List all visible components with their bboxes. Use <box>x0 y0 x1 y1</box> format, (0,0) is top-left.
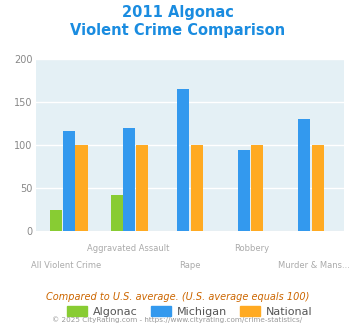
Bar <box>298 118 310 231</box>
Bar <box>123 128 135 231</box>
Text: Rape: Rape <box>179 261 201 270</box>
Text: Aggravated Assault: Aggravated Assault <box>87 244 169 253</box>
Text: Murder & Mans...: Murder & Mans... <box>278 261 349 270</box>
Text: Compared to U.S. average. (U.S. average equals 100): Compared to U.S. average. (U.S. average … <box>46 292 309 302</box>
Text: Violent Crime Comparison: Violent Crime Comparison <box>70 23 285 38</box>
Bar <box>63 131 75 231</box>
Bar <box>76 145 88 231</box>
Bar <box>136 145 148 231</box>
Bar <box>191 145 203 231</box>
Legend: Algonac, Michigan, National: Algonac, Michigan, National <box>63 302 317 321</box>
Text: All Violent Crime: All Violent Crime <box>31 261 102 270</box>
Bar <box>238 150 250 231</box>
Bar <box>50 210 62 231</box>
Bar <box>111 195 123 231</box>
Text: © 2025 CityRating.com - https://www.cityrating.com/crime-statistics/: © 2025 CityRating.com - https://www.city… <box>53 316 302 323</box>
Bar <box>312 145 324 231</box>
Text: 2011 Algonac: 2011 Algonac <box>121 5 234 20</box>
Bar <box>177 89 189 231</box>
Bar <box>251 145 263 231</box>
Text: Robbery: Robbery <box>234 244 269 253</box>
